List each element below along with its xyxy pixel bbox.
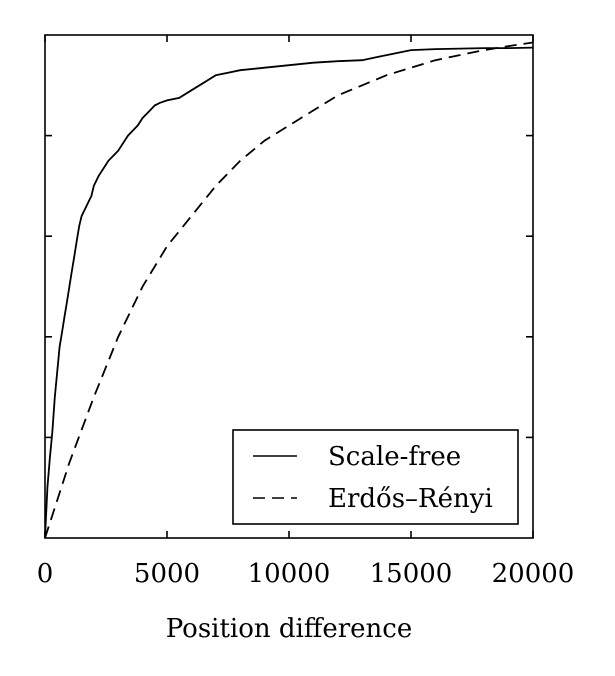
legend-box: [232, 429, 519, 525]
x-tick-label-2: 10000: [248, 559, 331, 589]
x-tick-label-1: 5000: [134, 559, 200, 589]
x-axis-tick-labels: 0 5000 10000 15000 20000: [37, 559, 575, 589]
x-tick-label-4: 20000: [492, 559, 575, 589]
x-tick-label-3: 15000: [370, 559, 453, 589]
series-line-erdos-renyi: [44, 41, 534, 539]
legend-label-erdos-renyi: Erdős–Rényi: [328, 484, 493, 514]
y-axis-ticks: [45, 134, 533, 439]
series-layer: [44, 41, 534, 539]
x-tick-label-0: 0: [37, 559, 54, 589]
series-line-scale-free: [44, 46, 534, 539]
x-axis-label: Position difference: [166, 614, 413, 644]
legend-label-scale-free: Scale-free: [328, 442, 461, 472]
legend: Scale-free Erdős–Rényi: [232, 429, 519, 525]
